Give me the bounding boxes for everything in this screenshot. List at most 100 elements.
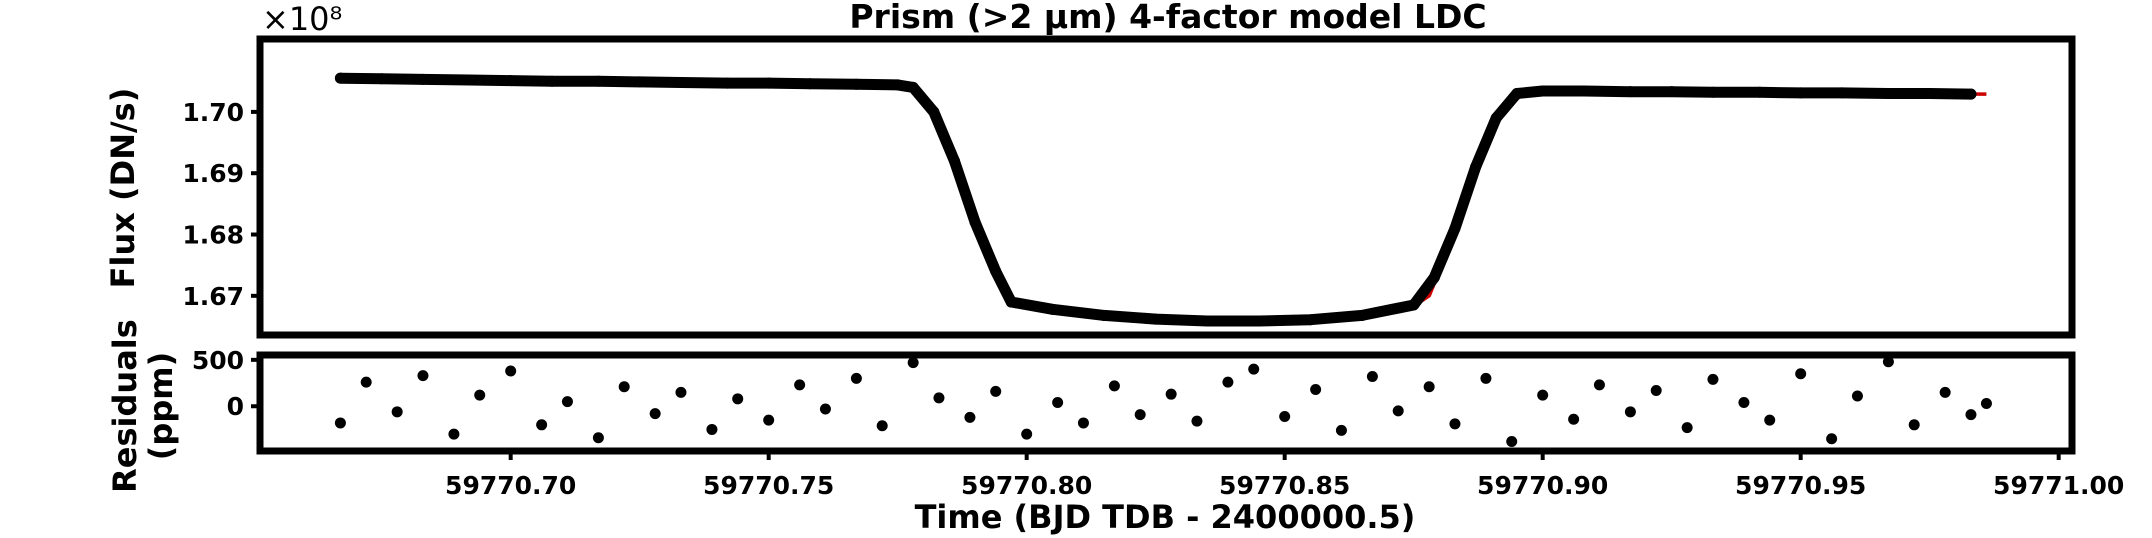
residual-point xyxy=(1191,415,1203,427)
residual-point xyxy=(1480,372,1492,384)
flux-point xyxy=(376,73,388,85)
flux-point xyxy=(928,106,940,118)
flux-y-tick-label: 1.67 xyxy=(182,282,244,311)
flux-point xyxy=(1201,315,1213,327)
residual-point xyxy=(1449,418,1461,430)
flux-point xyxy=(1253,315,1265,327)
residual-point xyxy=(706,423,718,435)
flux-point xyxy=(1005,296,1017,308)
flux-point xyxy=(969,216,981,228)
residual-point xyxy=(1650,384,1662,396)
flux-point xyxy=(546,75,558,87)
time-x-tick-label: 59770.85 xyxy=(1219,471,1350,500)
flux-point xyxy=(1924,88,1936,100)
residual-point xyxy=(1537,389,1549,401)
residual-point xyxy=(1165,388,1177,400)
residual-point xyxy=(561,396,573,408)
residual-point xyxy=(1593,379,1605,391)
residual-point xyxy=(536,419,548,431)
flux-point xyxy=(1965,88,1977,100)
flux-point xyxy=(675,76,687,88)
flux-point xyxy=(1836,87,1848,99)
flux-point xyxy=(948,155,960,167)
flux-point xyxy=(1046,303,1058,315)
residual-point xyxy=(1681,422,1693,434)
residual-point xyxy=(1310,384,1322,396)
flux-point xyxy=(1707,86,1719,98)
flux-y-ticks: 1.67 1.68 1.69 1.70 xyxy=(182,98,260,311)
chart-title: Prism (>2 µm) 4-factor model LDC xyxy=(849,0,1486,36)
flux-point xyxy=(1882,88,1894,100)
flux-y-axis-label: Flux (DN/s) xyxy=(104,88,142,289)
residual-point xyxy=(505,365,517,377)
flux-point xyxy=(1537,85,1549,97)
residual-point xyxy=(876,420,888,432)
light-curve-frame xyxy=(256,35,2076,339)
residual-point xyxy=(1021,428,1033,440)
flux-point xyxy=(1490,112,1502,124)
time-x-tick-label: 59770.95 xyxy=(1735,471,1866,500)
model-line xyxy=(340,76,1987,323)
flux-y-tick-label: 1.70 xyxy=(182,98,244,127)
residual-point xyxy=(1826,433,1838,445)
y-offset-label: ×10⁸ xyxy=(262,0,342,38)
residual-point xyxy=(1108,380,1120,392)
residual-point xyxy=(1222,376,1234,388)
flux-point xyxy=(892,79,904,91)
residual-point xyxy=(819,403,831,415)
flux-point xyxy=(1753,86,1765,98)
flux-point xyxy=(804,78,816,90)
residual-point xyxy=(675,386,687,398)
residual-point xyxy=(592,432,604,444)
flux-point xyxy=(721,77,733,89)
flux-point xyxy=(1624,86,1636,98)
residual-points xyxy=(334,356,1992,448)
residual-point xyxy=(474,389,486,401)
residual-point xyxy=(1624,406,1636,418)
residual-point xyxy=(1366,371,1378,383)
residual-point xyxy=(964,411,976,423)
residuals-y-axis-unit: (ppm) xyxy=(142,352,180,460)
residual-point xyxy=(1980,397,1992,409)
time-x-ticks: 59770.70 59770.75 59770.80 59770.85 59770.90… xyxy=(445,451,2124,500)
residual-point xyxy=(334,417,346,429)
residual-point xyxy=(732,393,744,405)
flux-point xyxy=(907,81,919,93)
flux-point xyxy=(417,73,429,85)
residual-point xyxy=(907,357,919,369)
flux-point xyxy=(1428,271,1440,283)
flux-point xyxy=(1666,86,1678,98)
residual-point xyxy=(618,381,630,393)
residual-point xyxy=(1738,397,1750,409)
residual-point xyxy=(1939,386,1951,398)
light-curve-panel: Prism (>2 µm) 4-factor model LDC ×10⁸ 1.… xyxy=(104,0,2076,339)
residual-point xyxy=(1851,390,1863,402)
residuals-y-axis-label: Residuals xyxy=(106,319,144,493)
residual-point xyxy=(360,376,372,388)
flux-point xyxy=(463,74,475,86)
flux-point xyxy=(1578,85,1590,97)
residual-point xyxy=(417,370,429,382)
residual-point xyxy=(1707,373,1719,385)
residual-point xyxy=(990,385,1002,397)
flux-point xyxy=(1511,88,1523,100)
residual-point xyxy=(763,414,775,426)
residual-point xyxy=(1882,356,1894,368)
residual-point xyxy=(1795,368,1807,380)
residual-point xyxy=(1423,381,1435,393)
flux-point xyxy=(1356,309,1368,321)
residual-point xyxy=(649,408,661,420)
residual-point xyxy=(1248,363,1260,375)
residual-point xyxy=(794,379,806,391)
residual-y-tick-label: 500 xyxy=(192,346,244,375)
flux-point xyxy=(1449,222,1461,234)
residual-point xyxy=(1506,436,1518,448)
flux-point xyxy=(334,72,346,84)
flux-point xyxy=(634,76,646,88)
flux-point xyxy=(763,77,775,89)
time-x-tick-label: 59770.80 xyxy=(961,471,1092,500)
flux-point xyxy=(990,265,1002,277)
flux-point xyxy=(1795,87,1807,99)
